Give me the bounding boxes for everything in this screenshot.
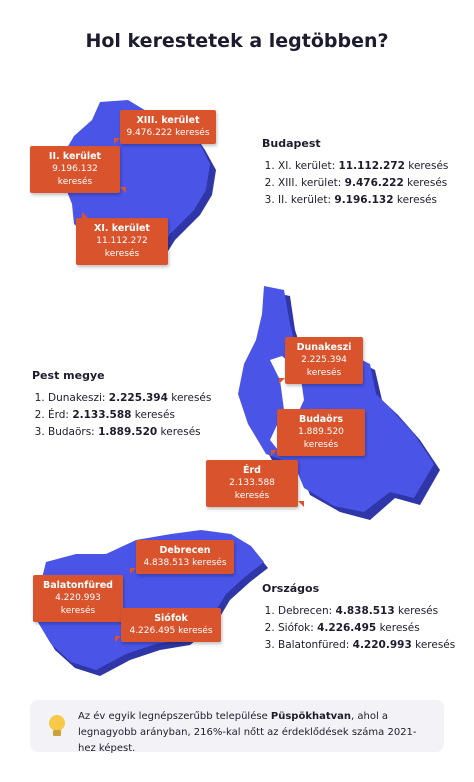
item-unit: keresés bbox=[415, 639, 456, 651]
item-unit: keresés bbox=[171, 392, 212, 404]
budapest-list: Budapest XI. kerület: 11.112.272 keresés… bbox=[262, 137, 448, 209]
item-label: Debrecen: bbox=[278, 605, 333, 617]
ranking: XI. kerület: 11.112.272 keresésXIII. ker… bbox=[262, 158, 448, 209]
item-value: 4.226.495 bbox=[317, 622, 377, 634]
note-before: Az év egyik legnépszerűbb települése bbox=[78, 711, 268, 722]
ranking-item: Budaörs: 1.889.520 keresés bbox=[48, 424, 211, 441]
callout: Dunakeszi 2.225.394 keresés bbox=[279, 337, 363, 384]
callout-name: Debrecen bbox=[159, 545, 211, 556]
note-text: Az év egyik legnépszerűbb települése Püs… bbox=[78, 709, 428, 757]
section-heading: Országos bbox=[262, 582, 320, 595]
callout: Balatonfüred 4.220.993 keresés bbox=[33, 575, 129, 622]
item-value: 2.225.394 bbox=[108, 392, 168, 404]
callout-name: Budaörs bbox=[298, 414, 344, 425]
item-unit: keresés bbox=[398, 605, 439, 617]
item-label: Érd: bbox=[48, 409, 69, 421]
ranking-item: Debrecen: 4.838.513 keresés bbox=[278, 603, 455, 620]
callout-text: 4.220.993 keresés bbox=[55, 593, 101, 616]
ranking-item: Dunakeszi: 2.225.394 keresés bbox=[48, 390, 211, 407]
item-value: 9.196.132 bbox=[334, 194, 394, 206]
item-value: 4.838.513 bbox=[335, 605, 395, 617]
item-label: Dunakeszi: bbox=[48, 392, 106, 404]
callout-name: XIII. kerület bbox=[136, 115, 200, 126]
item-label: XIII. kerület: bbox=[278, 177, 342, 189]
ranking-item: Balatonfüred: 4.220.993 keresés bbox=[278, 637, 455, 654]
item-unit: keresés bbox=[134, 409, 175, 421]
item-label: Budaörs: bbox=[48, 426, 95, 438]
callout-text: 2.225.394 keresés bbox=[301, 355, 347, 378]
item-unit: keresés bbox=[379, 622, 420, 634]
section-heading: Pest megye bbox=[32, 369, 105, 382]
bulb-icon bbox=[49, 715, 65, 736]
callout: II. kerület 9.196.132 keresés bbox=[30, 146, 126, 193]
callout-name: Balatonfüred bbox=[43, 580, 113, 591]
ranking-item: XI. kerület: 11.112.272 keresés bbox=[278, 158, 448, 175]
callout-text: 4.226.495 keresés bbox=[129, 626, 213, 636]
ranking-item: Siófok: 4.226.495 keresés bbox=[278, 620, 455, 637]
callout-text: 11.112.272 keresés bbox=[96, 236, 148, 259]
item-value: 2.133.588 bbox=[72, 409, 132, 421]
note-highlight: Püspökhatvan bbox=[270, 711, 352, 722]
item-unit: keresés bbox=[407, 177, 448, 189]
item-value: 11.112.272 bbox=[338, 160, 405, 172]
item-label: Balatonfüred: bbox=[278, 639, 350, 651]
callout-text: 1.889.520 keresés bbox=[298, 427, 344, 450]
callout-text: 9.476.222 keresés bbox=[126, 128, 210, 138]
item-value: 4.220.993 bbox=[352, 639, 412, 651]
callout-name: Érd bbox=[243, 465, 261, 476]
item-unit: keresés bbox=[160, 426, 201, 438]
item-value: 9.476.222 bbox=[344, 177, 404, 189]
pest-list: Pest megye Dunakeszi: 2.225.394 keresésÉ… bbox=[32, 369, 211, 441]
ranking-item: II. kerület: 9.196.132 keresés bbox=[278, 192, 448, 209]
title: Hol kerestetek a legtöbben? bbox=[85, 30, 389, 52]
callout: XIII. kerület 9.476.222 keresés bbox=[114, 110, 216, 144]
callout: Siófok 4.226.495 keresés bbox=[115, 608, 221, 642]
callout-text: 2.133.588 keresés bbox=[229, 478, 275, 501]
callout-name: Siófok bbox=[154, 613, 188, 624]
item-value: 1.889.520 bbox=[98, 426, 158, 438]
item-label: XI. kerület: bbox=[278, 160, 336, 172]
callout-text: 9.196.132 keresés bbox=[52, 164, 98, 187]
callout-text: 4.838.513 keresés bbox=[143, 558, 227, 568]
callout: Budaörs 1.889.520 keresés bbox=[271, 409, 365, 456]
item-label: Siófok: bbox=[278, 622, 314, 634]
callout: Érd 2.133.588 keresés bbox=[206, 460, 304, 507]
callout-name: II. kerület bbox=[48, 151, 102, 162]
callout-name: Dunakeszi bbox=[296, 342, 352, 353]
section-heading: Budapest bbox=[262, 137, 321, 150]
note-box: Az év egyik legnépszerűbb települése Püs… bbox=[30, 700, 444, 754]
item-unit: keresés bbox=[408, 160, 449, 172]
national-list: Országos Debrecen: 4.838.513 keresésSióf… bbox=[262, 582, 455, 654]
ranking-item: Érd: 2.133.588 keresés bbox=[48, 407, 211, 424]
item-label: II. kerület: bbox=[278, 194, 332, 206]
note-after: , ahol a legnagyobb arányban, 216%-kal n… bbox=[78, 711, 417, 754]
callout: Debrecen 4.838.513 keresés bbox=[130, 540, 234, 574]
callout-name: XI. kerület bbox=[94, 223, 150, 234]
item-unit: keresés bbox=[396, 194, 437, 206]
callout: XI. kerület 11.112.272 keresés bbox=[76, 212, 168, 265]
ranking-item: XIII. kerület: 9.476.222 keresés bbox=[278, 175, 448, 192]
